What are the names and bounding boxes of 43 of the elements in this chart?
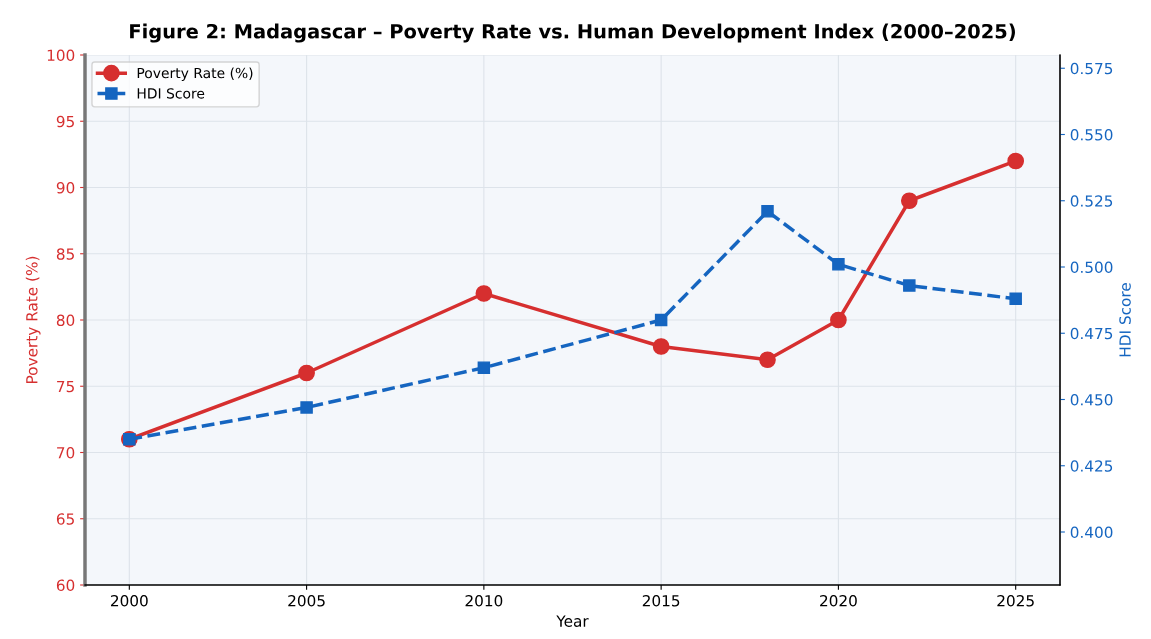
y2-tick-label: 0.525 (1070, 195, 1113, 207)
x-tick-label: 2015 (642, 594, 680, 607)
y-tick-label: 70 (57, 446, 75, 459)
point (475, 285, 493, 302)
point (832, 258, 845, 271)
x-axis-title: Year (556, 615, 589, 627)
point (654, 313, 668, 327)
y-tick-label: 85 (56, 248, 74, 260)
point (298, 364, 315, 382)
y2-tick-label: 0.400 (1070, 526, 1113, 539)
x-tick-label: 2025 (997, 594, 1034, 607)
x-tick-label: 2000 (111, 594, 148, 607)
point (1009, 292, 1022, 306)
y2-tick-label: 0.550 (1070, 128, 1113, 141)
y-tick-label: 60 (56, 579, 75, 592)
y-tick-label: 80 (56, 314, 75, 327)
point (300, 401, 313, 414)
x-tick-label: 2005 (288, 594, 325, 607)
point (652, 338, 670, 355)
legend-label: Poverty Rate (%) (137, 67, 253, 81)
legend-label: HDI Score (137, 88, 205, 99)
y-tick-label: 65 (56, 513, 74, 525)
y2-tick-label: 0.575 (1070, 62, 1113, 75)
chart-title: Figure 2: Madagascar – Poverty Rate vs. Human Development Index (2000–2025) (130, 23, 1015, 43)
y2-tick-label: 0.450 (1070, 393, 1113, 406)
y-tick-label: 75 (57, 380, 74, 393)
point (1007, 152, 1025, 170)
x-tick-label: 2010 (465, 594, 503, 607)
point (903, 279, 916, 292)
y2-tick-label: 0.475 (1070, 327, 1113, 340)
y2-axis-title: HDI Score (1119, 283, 1131, 357)
x-tick-label: 2020 (820, 594, 857, 607)
point (759, 351, 776, 369)
y-tick-label: 95 (56, 115, 74, 128)
y-tick-label: 100 (47, 49, 75, 62)
y-axis-title: Poverty Rate (%) (25, 256, 41, 383)
y2-tick-label: 0.500 (1070, 261, 1113, 274)
point (477, 361, 491, 374)
point (761, 205, 774, 218)
y-tick-label: 90 (56, 181, 75, 194)
point (830, 311, 847, 329)
y2-tick-label: 0.425 (1070, 460, 1113, 472)
point (900, 192, 918, 210)
